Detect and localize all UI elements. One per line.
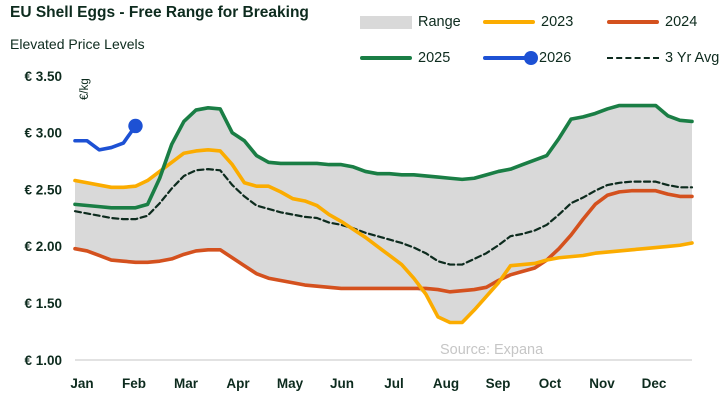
legend-item-2024: 2024	[607, 13, 697, 31]
x-axis-month-label: Jul	[384, 376, 404, 391]
x-axis-month-label: Apr	[226, 376, 250, 391]
series-2026-line	[73, 124, 138, 152]
y-axis-tick-label: € 1.50	[24, 296, 62, 311]
chart-title: EU Shell Eggs - Free Range for Breaking	[10, 4, 309, 21]
marker-dot-icon	[524, 51, 538, 65]
y-axis-tick-label: € 2.00	[24, 239, 62, 254]
series-2023-line	[73, 148, 694, 325]
legend-item-2023: 2023	[483, 13, 573, 31]
y-axis-tick-label: € 1.00	[24, 353, 62, 368]
x-axis-month-label: Mar	[174, 376, 199, 391]
series-2026-end-marker-dot	[128, 118, 143, 134]
legend-label: Range	[418, 14, 461, 30]
legend-item-range: Range	[360, 13, 461, 31]
series-2025-line	[73, 103, 694, 210]
x-axis-month-label: Dec	[642, 376, 667, 391]
x-axis-month-label: Aug	[433, 376, 459, 391]
series-3-yr-avg-line	[73, 168, 694, 266]
x-axis-month-label: May	[277, 376, 304, 391]
x-axis-month-label: Oct	[539, 376, 562, 391]
legend-label: 2025	[418, 50, 451, 66]
dashed-avg-swatch-icon	[607, 57, 659, 59]
legend-item-2025: 2025	[360, 49, 450, 67]
x-axis-month-label: Jan	[70, 376, 93, 391]
line-2023-swatch-icon	[483, 20, 535, 24]
legend-item-2026: 2026	[483, 49, 571, 67]
y-axis-tick-label: € 3.50	[24, 69, 62, 84]
x-axis-month-label: Jun	[330, 376, 354, 391]
legend-label: 2024	[665, 14, 698, 30]
legend-label: 3 Yr Avg	[665, 50, 720, 66]
x-axis-month-label: Nov	[589, 376, 615, 391]
y-axis-tick-label: € 2.50	[24, 182, 62, 197]
y-axis-tick-label: € 3.00	[24, 126, 62, 141]
y-axis-unit-label: €/kg	[79, 78, 91, 100]
line-2024-swatch-icon	[607, 20, 659, 24]
range-band-swatch-icon	[360, 15, 412, 29]
legend-item-3yr-avg: 3 Yr Avg	[607, 49, 719, 67]
chart-subtitle: Elevated Price Levels	[10, 36, 145, 52]
x-axis-month-label: Feb	[122, 376, 146, 391]
series-2024-line	[73, 188, 694, 294]
x-axis-month-label: Sep	[486, 376, 511, 391]
line-2025-swatch-icon	[360, 56, 412, 60]
line-2026-swatch-icon	[483, 56, 527, 60]
legend-label: 2023	[541, 14, 574, 30]
source-attribution: Source: Expana	[440, 342, 544, 358]
legend-label: 2026	[539, 50, 572, 66]
legend: Range 2023 2024 2025 2026 3 Yr Avg	[0, 0, 723, 75]
